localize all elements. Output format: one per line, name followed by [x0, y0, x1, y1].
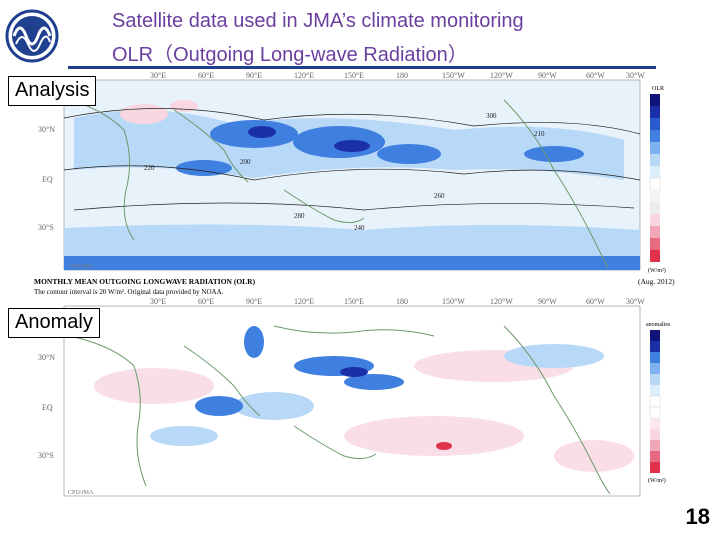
- lon-label-90E: 90°E: [246, 297, 262, 306]
- map-date: (Aug. 2012): [638, 277, 675, 286]
- map-caption-line-1: MONTHLY MEAN OUTGOING LONGWAVE RADIATION…: [34, 277, 256, 286]
- credit-text: CPD/JMA: [68, 490, 94, 496]
- lon-label-150E: 150°E: [344, 297, 364, 306]
- lon-label-30W: 30°W: [626, 71, 645, 80]
- lon-label-120W: 120°W: [490, 297, 513, 306]
- anomaly-colorbar: [649, 330, 661, 473]
- analysis-label: Analysis: [8, 76, 97, 106]
- credit-text: CPD/JMA: [68, 264, 94, 270]
- lon-label-90E: 90°E: [246, 71, 262, 80]
- analysis-colorbar: [649, 94, 661, 262]
- lon-label-150E: 150°E: [344, 71, 364, 80]
- colorbar-title: OLR: [652, 86, 664, 92]
- contour-label: 280: [294, 212, 305, 220]
- lon-label-120E: 120°E: [294, 71, 314, 80]
- lon-label-180: 180: [396, 71, 408, 80]
- lon-label-30E: 30°E: [150, 297, 166, 306]
- contour-label: 210: [534, 130, 545, 138]
- colorbar-unit: (W/m²): [648, 267, 666, 274]
- lon-label-90W: 90°W: [538, 71, 557, 80]
- analysis-olr-map: 30°E 60°E 90°E 120°E 150°E 180 150°W 120…: [34, 71, 675, 296]
- lat-label-30S: 30°S: [38, 451, 54, 460]
- anomaly-olr-map: 30°E 60°E 90°E 120°E 150°E 180 150°W 120…: [38, 297, 671, 497]
- jma-logo-icon: [5, 9, 59, 63]
- lon-label-60E: 60°E: [198, 71, 214, 80]
- colorbar-title: anomalies: [646, 322, 671, 328]
- contour-label: 260: [434, 192, 445, 200]
- title-rule: [68, 66, 656, 69]
- lon-label-30E: 30°E: [150, 71, 166, 80]
- lon-label-180: 180: [396, 297, 408, 306]
- lat-label-eq: EQ: [42, 175, 53, 184]
- contour-label: 220: [144, 164, 155, 172]
- lon-label-60E: 60°E: [198, 297, 214, 306]
- lon-label-120W: 120°W: [490, 71, 513, 80]
- lon-label-30W: 30°W: [626, 297, 645, 306]
- lat-label-30N: 30°N: [38, 353, 55, 362]
- lon-label-60W: 60°W: [586, 297, 605, 306]
- lon-label-150W: 150°W: [442, 297, 465, 306]
- page-number: 18: [685, 504, 710, 529]
- lat-label-eq: EQ: [42, 403, 53, 412]
- lon-label-60W: 60°W: [586, 71, 605, 80]
- lon-label-150W: 150°W: [442, 71, 465, 80]
- lat-label-30N: 30°N: [38, 125, 55, 134]
- contour-label: 240: [354, 224, 365, 232]
- anomaly-label: Anomaly: [8, 308, 100, 338]
- slide-title-line-2: OLR（Outgoing Long-wave Radiation）: [112, 44, 468, 66]
- slide-title-line-1: Satellite data used in JMA’s climate mon…: [112, 10, 524, 32]
- contour-label: 300: [486, 112, 497, 120]
- contour-label: 200: [240, 158, 251, 166]
- lon-label-90W: 90°W: [538, 297, 557, 306]
- map-caption-line-2: The contour interval is 20 W/m². Origina…: [34, 288, 224, 296]
- colorbar-unit: (W/m²): [648, 477, 666, 484]
- lat-label-30S: 30°S: [38, 223, 54, 232]
- lon-label-120E: 120°E: [294, 297, 314, 306]
